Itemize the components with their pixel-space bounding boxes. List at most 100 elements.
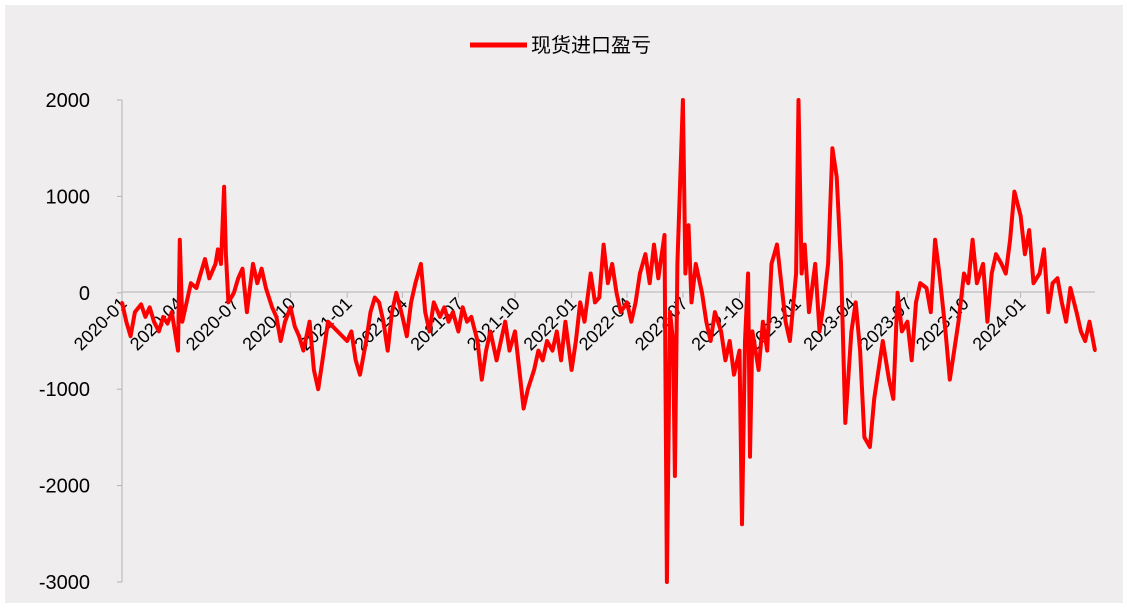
data-point — [981, 262, 985, 266]
data-point — [124, 320, 128, 324]
data-point — [918, 281, 922, 285]
data-point — [1051, 281, 1055, 285]
data-point — [788, 339, 792, 343]
data-point — [312, 368, 316, 372]
data-point — [740, 522, 744, 526]
data-point — [120, 300, 124, 304]
data-point — [910, 358, 914, 362]
data-point — [345, 339, 349, 343]
data-point — [1038, 272, 1042, 275]
data-point — [843, 421, 847, 425]
data-point — [615, 291, 618, 295]
data-point — [671, 339, 675, 343]
data-point — [683, 272, 687, 275]
data-point — [1008, 238, 1012, 242]
data-point — [143, 315, 147, 319]
data-point — [438, 315, 442, 319]
data-point — [719, 329, 723, 333]
data-point — [1075, 310, 1078, 314]
data-point — [929, 310, 933, 314]
data-point — [1042, 247, 1046, 251]
data-point — [216, 247, 220, 251]
data-point — [1060, 300, 1064, 304]
data-point — [905, 320, 909, 324]
data-point — [283, 320, 287, 324]
data-point — [896, 291, 900, 295]
data-point — [536, 349, 540, 353]
data-point — [354, 358, 358, 362]
data-point — [750, 329, 754, 333]
data-point — [219, 262, 223, 266]
data-point — [648, 281, 652, 285]
data-point — [858, 349, 862, 353]
data-point — [634, 300, 638, 304]
data-point — [326, 320, 330, 324]
data-point — [839, 262, 843, 266]
data-point — [597, 296, 601, 300]
data-point — [555, 329, 559, 333]
data-point — [442, 305, 446, 309]
data-point — [301, 349, 305, 353]
data-point — [419, 262, 423, 266]
data-point — [578, 300, 582, 304]
data-point — [139, 302, 143, 306]
data-point — [713, 310, 717, 314]
data-point — [1083, 339, 1087, 343]
data-point — [358, 373, 362, 377]
data-point — [738, 349, 741, 353]
legend[interactable]: 现货进口盈亏 — [470, 33, 651, 57]
data-point — [807, 310, 811, 314]
data-point — [224, 252, 228, 256]
data-point — [775, 243, 779, 247]
data-point — [456, 329, 460, 333]
data-point — [255, 281, 259, 285]
y-axis-ticks: 2000 1000 0 -1000 -2000 -3000 — [39, 90, 122, 594]
data-point — [133, 310, 137, 314]
data-point — [176, 349, 180, 353]
data-point — [952, 349, 956, 353]
data-point — [589, 272, 593, 275]
data-point — [1046, 310, 1050, 314]
data-point — [813, 262, 817, 266]
data-point — [757, 368, 761, 372]
y-tick-label: -1000 — [39, 379, 90, 401]
data-point — [180, 320, 184, 324]
data-point — [1027, 228, 1031, 232]
data-point — [732, 373, 736, 377]
data-point — [513, 329, 517, 333]
data-point — [413, 281, 417, 285]
data-point — [602, 243, 606, 247]
data-point — [933, 238, 937, 242]
data-point — [673, 474, 677, 478]
data-point — [985, 320, 989, 324]
data-point — [1012, 190, 1016, 194]
data-point — [409, 300, 413, 304]
data-point — [232, 291, 236, 295]
data-point — [465, 320, 469, 324]
data-point — [488, 329, 492, 333]
data-point — [629, 320, 633, 324]
data-point — [293, 325, 297, 328]
data-point — [574, 339, 578, 343]
data-point — [432, 300, 436, 304]
data-point — [260, 267, 264, 271]
data-point — [803, 243, 807, 247]
data-point — [226, 300, 230, 304]
data-point — [868, 445, 872, 449]
y-tick-label: 1000 — [46, 186, 91, 208]
data-point — [166, 322, 169, 326]
data-point — [761, 320, 765, 324]
data-point — [373, 296, 377, 300]
data-point — [503, 320, 507, 324]
data-point — [369, 310, 372, 314]
data-point — [377, 300, 381, 304]
data-point — [1019, 214, 1023, 218]
data-point — [723, 358, 727, 362]
data-point — [161, 315, 165, 319]
data-point — [245, 310, 249, 314]
data-point — [570, 368, 574, 372]
data-point — [207, 276, 211, 280]
data-point — [241, 267, 244, 271]
data-point — [638, 272, 642, 275]
data-point — [251, 262, 255, 266]
